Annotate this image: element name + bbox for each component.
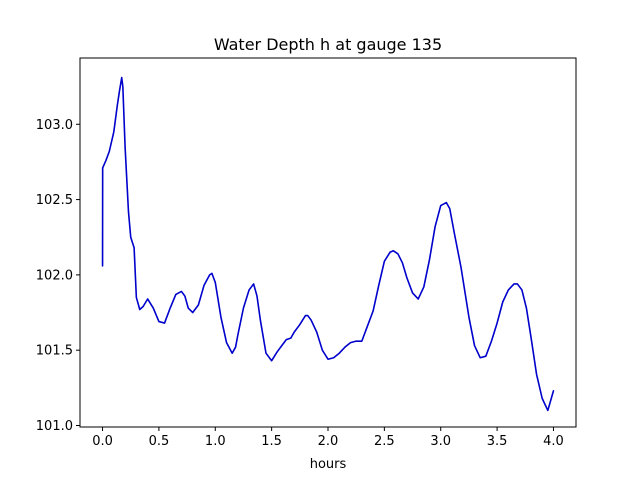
x-tick-label: 0.5 [149,434,170,449]
plot-area [79,57,577,428]
y-axis: 101.0 101.5 102.0 102.5 103.0 [36,118,80,434]
series-line-0 [101,76,555,412]
x-axis: 0.0 0.5 1.0 1.5 2.0 2.5 3.0 3.5 4.0 [92,427,564,449]
x-tick-label: 3.5 [487,434,508,449]
y-tick-label: 103.0 [36,118,73,133]
x-tick-label: 1.5 [261,434,282,449]
x-tick-label: 2.5 [374,434,395,449]
x-tick-label: 4.0 [543,434,564,449]
x-tick-label: 1.0 [205,434,226,449]
y-tick-label: 102.0 [36,268,73,283]
plot-background [80,58,576,427]
x-tick-label: 2.0 [318,434,339,449]
y-tick-label: 101.0 [36,419,73,434]
y-tick-label: 102.5 [36,193,73,208]
chart-title: Water Depth h at gauge 135 [214,35,442,54]
x-tick-label: 3.0 [430,434,451,449]
y-tick-label: 101.5 [36,344,73,359]
x-axis-label: hours [310,457,347,472]
x-tick-label: 0.0 [92,434,113,449]
